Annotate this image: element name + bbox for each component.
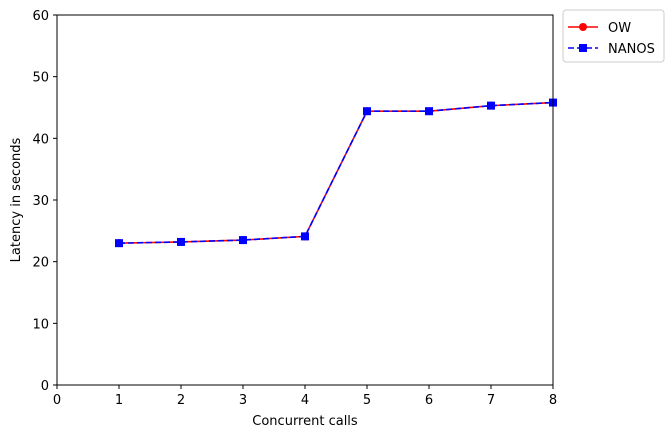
y-tick-label: 30: [32, 194, 49, 209]
x-axis-label: Concurrent calls: [252, 414, 358, 429]
legend: OW NANOS: [562, 9, 665, 63]
legend-label-ow: OW: [608, 21, 631, 36]
data-point-nanos: [425, 107, 433, 116]
x-tick-label: 0: [53, 393, 61, 408]
y-tick-label: 0: [41, 379, 49, 394]
legend-marker-nanos: [579, 44, 587, 52]
x-tick-label: 5: [363, 393, 371, 408]
legend-marker-ow: [579, 23, 587, 31]
x-tick-label: 4: [301, 393, 309, 408]
data-point-nanos: [115, 239, 123, 248]
y-tick-label: 10: [32, 317, 49, 332]
series-line-nanos: [118, 101, 554, 244]
legend-box: [562, 9, 665, 63]
data-point-nanos: [363, 107, 371, 116]
legend-label-nanos: NANOS: [608, 42, 655, 57]
x-tick-label: 8: [549, 393, 557, 408]
data-point-nanos: [487, 101, 495, 110]
data-point-nanos: [239, 236, 247, 245]
x-tick-label: 7: [487, 393, 495, 408]
y-tick-label: 20: [32, 256, 49, 271]
y-axis-label: Latency in seconds: [9, 137, 24, 262]
data-point-nanos: [301, 232, 309, 241]
data-point-nanos: [177, 237, 185, 246]
series-layer: [115, 98, 557, 248]
y-tick-label: 50: [32, 71, 49, 86]
y-tick-label: 60: [32, 9, 49, 24]
plot-frame: [56, 14, 554, 386]
x-tick-label: 1: [115, 393, 123, 408]
x-tick-label: 3: [239, 393, 247, 408]
y-tick-label: 40: [32, 132, 49, 147]
x-tick-label: 6: [425, 393, 433, 408]
axis-ticks: 0 1 2 3 4 5 6 7 8 0 10 20 30 40 50 60: [32, 9, 557, 408]
x-tick-label: 2: [177, 393, 185, 408]
